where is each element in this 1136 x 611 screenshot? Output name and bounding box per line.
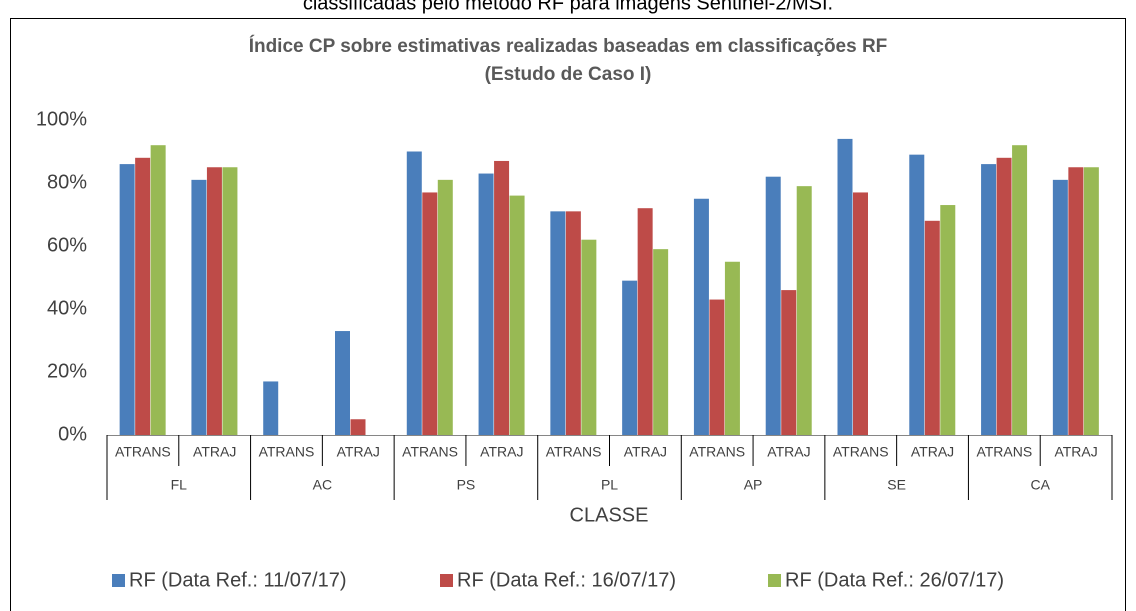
bar bbox=[581, 239, 597, 435]
bar bbox=[709, 299, 725, 435]
x-tick-label: ATRANS bbox=[402, 444, 458, 460]
bar bbox=[622, 280, 638, 435]
y-tick-label: 80% bbox=[47, 171, 87, 193]
bar bbox=[637, 208, 653, 435]
bar bbox=[853, 192, 868, 435]
bar bbox=[206, 167, 222, 435]
x-tick-label: ATRANS bbox=[689, 444, 745, 460]
bar bbox=[796, 186, 812, 435]
y-tick-label: 60% bbox=[47, 234, 87, 256]
x-tick-label: ATRANS bbox=[259, 444, 315, 460]
legend-swatch bbox=[768, 574, 781, 587]
x-tick-label: ATRAJ bbox=[480, 444, 523, 460]
y-tick-label: 100% bbox=[36, 108, 87, 130]
bar bbox=[135, 157, 151, 436]
bar bbox=[119, 164, 135, 435]
bar bbox=[150, 145, 166, 435]
group-label: PL bbox=[601, 477, 618, 493]
chart-title: Índice CP sobre estimativas realizadas b… bbox=[249, 35, 888, 57]
y-tick-label: 40% bbox=[47, 297, 87, 319]
bar bbox=[191, 179, 207, 435]
bar bbox=[781, 290, 797, 435]
bar bbox=[1012, 145, 1028, 435]
x-tick-label: ATRAJ bbox=[624, 444, 667, 460]
bar bbox=[837, 138, 853, 435]
bar bbox=[222, 167, 238, 435]
x-tick-label: ATRAJ bbox=[337, 444, 380, 460]
bar bbox=[565, 211, 581, 435]
x-tick-label: ATRAJ bbox=[193, 444, 236, 460]
y-tick-label: 0% bbox=[58, 423, 87, 445]
legend-swatch bbox=[112, 574, 125, 587]
legend-label: RF (Data Ref.: 16/07/17) bbox=[457, 569, 676, 591]
bar bbox=[940, 205, 956, 435]
x-tick-label: ATRAJ bbox=[1054, 444, 1097, 460]
legend-label: RF (Data Ref.: 11/07/17) bbox=[129, 569, 347, 591]
x-tick-label: ATRAJ bbox=[911, 444, 954, 460]
bar bbox=[550, 211, 566, 435]
bar bbox=[653, 249, 669, 435]
bar bbox=[1083, 167, 1099, 435]
x-tick-label: ATRANS bbox=[546, 444, 602, 460]
bar bbox=[437, 179, 453, 435]
legend-label: RF (Data Ref.: 26/07/17) bbox=[785, 569, 1004, 591]
group-label: CA bbox=[1030, 477, 1050, 493]
bar bbox=[1052, 179, 1068, 435]
y-tick-label: 20% bbox=[47, 360, 87, 382]
group-label: PS bbox=[457, 477, 476, 493]
legend-swatch bbox=[440, 574, 453, 587]
bar bbox=[422, 192, 438, 435]
bar bbox=[406, 151, 422, 435]
bar bbox=[724, 261, 740, 435]
bar bbox=[335, 331, 350, 435]
bar bbox=[765, 176, 781, 435]
bar bbox=[909, 154, 925, 435]
bar bbox=[996, 157, 1012, 436]
chart-border bbox=[10, 18, 1126, 611]
chart-title: (Estudo de Caso I) bbox=[485, 64, 652, 85]
group-label: SE bbox=[887, 477, 906, 493]
caption: classificadas pelo método RF para imagen… bbox=[303, 0, 833, 14]
bar bbox=[494, 160, 510, 435]
x-tick-label: ATRANS bbox=[115, 444, 171, 460]
x-tick-label: ATRAJ bbox=[767, 444, 810, 460]
x-tick-label: ATRANS bbox=[833, 444, 889, 460]
bar bbox=[478, 173, 494, 436]
bar bbox=[350, 419, 366, 435]
bar bbox=[1068, 167, 1084, 435]
x-axis-label: CLASSE bbox=[570, 504, 649, 526]
bar bbox=[924, 220, 940, 435]
x-tick-label: ATRANS bbox=[976, 444, 1032, 460]
bar bbox=[509, 195, 525, 435]
group-label: AC bbox=[313, 477, 332, 493]
bar bbox=[693, 198, 709, 435]
bar bbox=[263, 381, 279, 435]
bar bbox=[981, 164, 997, 435]
group-label: FL bbox=[171, 477, 188, 493]
group-label: AP bbox=[744, 477, 763, 493]
